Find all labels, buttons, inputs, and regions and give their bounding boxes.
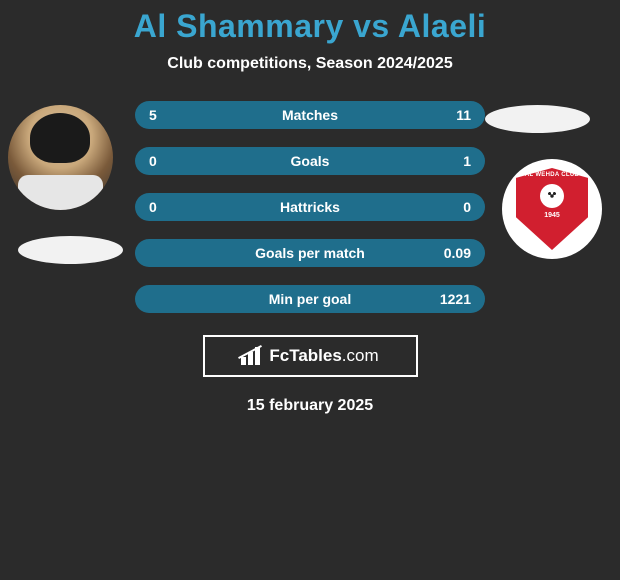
stat-left-value: 5	[149, 107, 189, 123]
stat-label: Min per goal	[269, 291, 351, 307]
stat-row: 5 Matches 11	[135, 101, 485, 129]
comparison-card: Al Shammary vs Alaeli Club competitions,…	[0, 0, 620, 415]
stat-right-value: 1221	[431, 291, 471, 307]
stat-left-value: 0	[149, 199, 189, 215]
player-left-avatar	[8, 105, 113, 210]
stat-label: Matches	[282, 107, 338, 123]
stat-right-value: 11	[431, 107, 471, 123]
stat-label: Goals	[291, 153, 330, 169]
brand-link[interactable]: FcTables.com	[203, 335, 418, 377]
brand-domain: .com	[342, 346, 379, 365]
player-right-avatar-placeholder	[485, 105, 590, 133]
shield-icon: AL WEHDA CLUB 1945	[516, 168, 588, 250]
soccer-ball-icon	[540, 184, 564, 208]
chart-icon	[241, 347, 263, 365]
shield-top-text: AL WEHDA CLUB	[525, 172, 579, 178]
subtitle: Club competitions, Season 2024/2025	[167, 55, 452, 73]
brand-name: FcTables	[269, 346, 341, 365]
stat-label: Goals per match	[255, 245, 365, 261]
stat-row: 0 Goals 1	[135, 147, 485, 175]
brand-text: FcTables.com	[269, 346, 378, 366]
stat-left-value: 0	[149, 153, 189, 169]
date-label: 15 february 2025	[247, 397, 373, 415]
player-left-club-badge	[18, 236, 123, 264]
player-right-club-badge: AL WEHDA CLUB 1945	[502, 159, 602, 259]
stat-row: 0 Hattricks 0	[135, 193, 485, 221]
stat-row: Goals per match 0.09	[135, 239, 485, 267]
stat-label: Hattricks	[280, 199, 340, 215]
stat-right-value: 0.09	[431, 245, 471, 261]
stat-right-value: 0	[431, 199, 471, 215]
page-title: Al Shammary vs Alaeli	[134, 8, 487, 45]
content-area: AL WEHDA CLUB 1945 5 Matches 11 0 Goals …	[0, 101, 620, 415]
shield-year: 1945	[544, 212, 560, 219]
stat-row: Min per goal 1221	[135, 285, 485, 313]
stat-right-value: 1	[431, 153, 471, 169]
